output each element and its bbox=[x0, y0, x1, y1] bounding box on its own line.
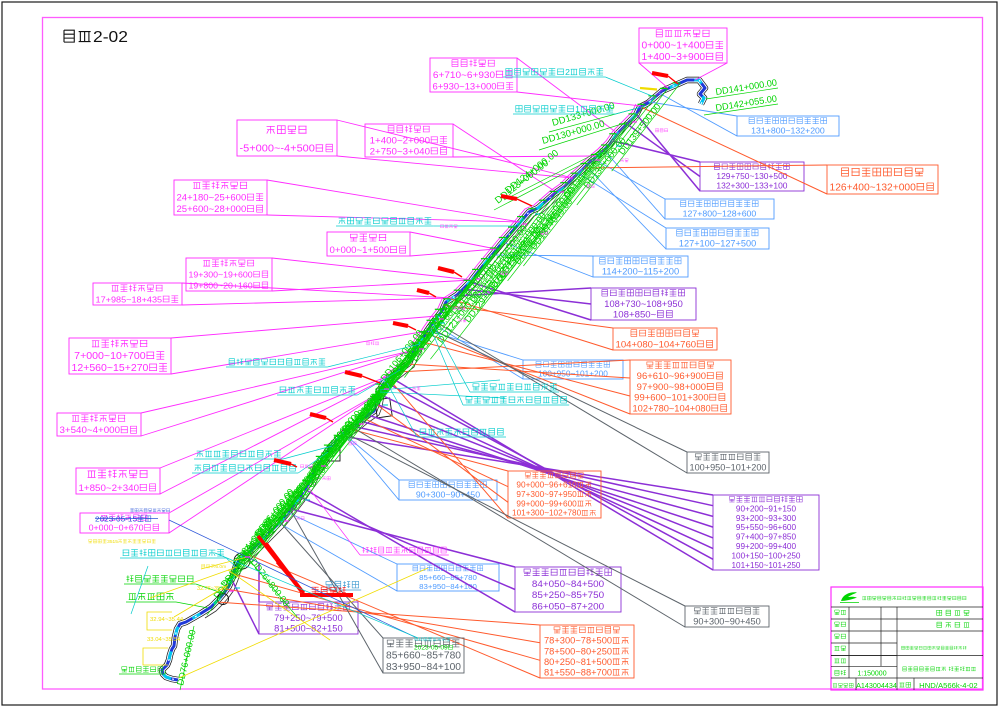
svg-text:129+750~130+500: 129+750~130+500 bbox=[716, 172, 788, 181]
svg-text:0+000~0+670: 0+000~0+670 bbox=[89, 523, 144, 533]
svg-text:99+200~99+400: 99+200~99+400 bbox=[736, 542, 797, 551]
svg-text:90+000~96+610: 90+000~96+610 bbox=[516, 481, 577, 490]
svg-text:100+950~101+200: 100+950~101+200 bbox=[690, 463, 767, 473]
svg-text:108+730~108+950: 108+730~108+950 bbox=[604, 299, 683, 309]
svg-text:HND/A566k-4-02: HND/A566k-4-02 bbox=[919, 681, 978, 690]
svg-text:127+100~127+500: 127+100~127+500 bbox=[679, 239, 756, 249]
svg-text:2+750~3+040: 2+750~3+040 bbox=[370, 146, 430, 156]
svg-text:32.94~35.44: 32.94~35.44 bbox=[150, 617, 183, 623]
svg-text:90+300~90+450: 90+300~90+450 bbox=[693, 617, 761, 627]
svg-text:104+080~104+760: 104+080~104+760 bbox=[616, 339, 697, 349]
svg-text:2023-05-15: 2023-05-15 bbox=[95, 515, 137, 524]
svg-text:1:150000: 1:150000 bbox=[857, 671, 886, 678]
svg-text:3515: 3515 bbox=[107, 539, 118, 545]
svg-text:101+300~102+780: 101+300~102+780 bbox=[512, 509, 582, 518]
svg-text:2-02: 2-02 bbox=[93, 29, 128, 46]
svg-text:12+560~15+270: 12+560~15+270 bbox=[72, 363, 149, 374]
svg-text:7+000~10+700: 7+000~10+700 bbox=[74, 351, 146, 362]
svg-text:101+150~101+250: 101+150~101+250 bbox=[732, 561, 802, 570]
svg-text:24+180~25+600: 24+180~25+600 bbox=[177, 193, 247, 203]
svg-text:78+300~78+500: 78+300~78+500 bbox=[544, 636, 612, 646]
svg-text:85+660~85+780: 85+660~85+780 bbox=[386, 651, 462, 662]
svg-text:3+540~4+000: 3+540~4+000 bbox=[60, 425, 121, 435]
svg-text:85+250~85+750: 85+250~85+750 bbox=[532, 589, 604, 600]
svg-text:83+950~84+100: 83+950~84+100 bbox=[386, 662, 462, 673]
svg-text:84+050~84+500: 84+050~84+500 bbox=[532, 578, 604, 589]
svg-text:1+400~3+900: 1+400~3+900 bbox=[642, 52, 706, 63]
svg-text:0+000~1+500: 0+000~1+500 bbox=[330, 245, 390, 255]
svg-text:1: 1 bbox=[575, 104, 580, 114]
svg-text:93+200~93+300: 93+200~93+300 bbox=[736, 514, 797, 523]
svg-text:78+500~80+250: 78+500~80+250 bbox=[544, 646, 612, 656]
svg-text:90+200~91+150: 90+200~91+150 bbox=[736, 505, 797, 514]
svg-text:85+660~85+780: 85+660~85+780 bbox=[419, 573, 477, 582]
svg-text:6+710~6+930: 6+710~6+930 bbox=[433, 70, 495, 81]
svg-text:-5+000~-4+500: -5+000~-4+500 bbox=[240, 144, 316, 155]
svg-text:131+800~132+200: 131+800~132+200 bbox=[751, 126, 825, 136]
svg-text:132+300~133+100: 132+300~133+100 bbox=[716, 182, 788, 191]
svg-text:2: 2 bbox=[565, 67, 570, 77]
svg-text:33.04~35.54: 33.04~35.54 bbox=[147, 637, 180, 643]
svg-text:19+300~19+600: 19+300~19+600 bbox=[189, 269, 254, 279]
svg-text:108+850~: 108+850~ bbox=[613, 309, 656, 319]
svg-text:32.76~35.26: 32.76~35.26 bbox=[197, 586, 228, 592]
svg-text:25+600~28+000: 25+600~28+000 bbox=[177, 204, 247, 214]
svg-text:6+930~13+000: 6+930~13+000 bbox=[433, 81, 497, 91]
svg-text:81+550~88+700: 81+550~88+700 bbox=[544, 668, 612, 678]
svg-text:2023-05-09: 2023-05-09 bbox=[414, 646, 448, 652]
svg-text:100+150~100+250: 100+150~100+250 bbox=[732, 551, 802, 560]
svg-text:97+300~97+950: 97+300~97+950 bbox=[516, 490, 577, 499]
svg-text:99+000~99+600: 99+000~99+600 bbox=[516, 499, 577, 508]
svg-text:80+250~81+500: 80+250~81+500 bbox=[544, 657, 612, 667]
svg-text:127+800~128+600: 127+800~128+600 bbox=[683, 209, 757, 219]
svg-text:97+900~98+000: 97+900~98+000 bbox=[637, 382, 706, 392]
svg-text:102+780~104+080: 102+780~104+080 bbox=[633, 403, 711, 413]
svg-text:79+250~79+500: 79+250~79+500 bbox=[274, 613, 343, 623]
svg-text:126+400~132+000: 126+400~132+000 bbox=[830, 183, 917, 194]
svg-text:114+200~115+200: 114+200~115+200 bbox=[602, 267, 679, 277]
svg-text:1+850~2+340: 1+850~2+340 bbox=[79, 483, 140, 493]
svg-text:99+600~101+300: 99+600~101+300 bbox=[634, 393, 708, 403]
svg-text:96+610~96+900: 96+610~96+900 bbox=[637, 371, 706, 381]
svg-text:86+050~87+200: 86+050~87+200 bbox=[532, 600, 604, 611]
svg-text:97+400~97+850: 97+400~97+850 bbox=[736, 533, 797, 542]
svg-text:1+400~2+000: 1+400~2+000 bbox=[370, 135, 430, 145]
svg-text:A143004434: A143004434 bbox=[856, 681, 897, 690]
svg-text:95+550~96+600: 95+550~96+600 bbox=[736, 523, 797, 532]
svg-text:83+950~84+100: 83+950~84+100 bbox=[419, 582, 477, 591]
svg-text:17+985~18+435: 17+985~18+435 bbox=[96, 294, 163, 304]
svg-text:0+000~1+400: 0+000~1+400 bbox=[642, 41, 706, 52]
